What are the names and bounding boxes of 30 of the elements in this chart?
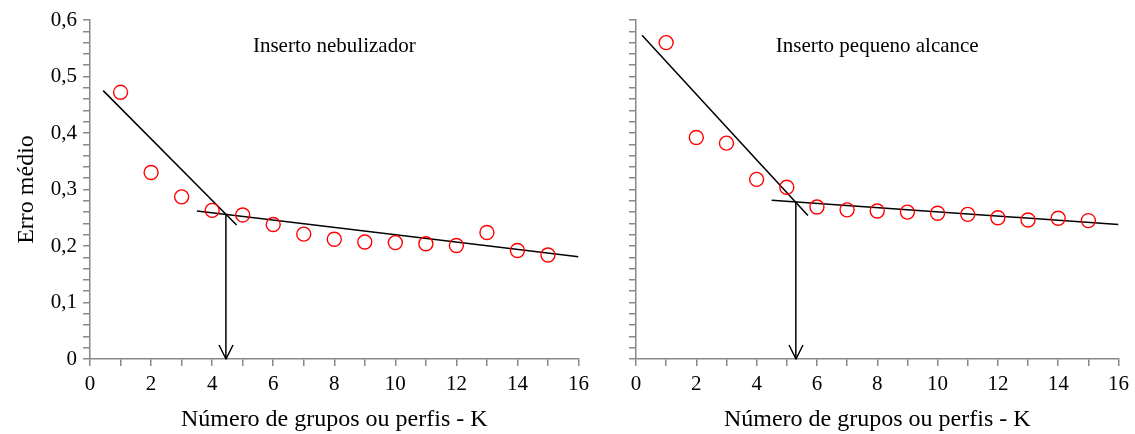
x-tick-label: 16 [1108, 371, 1129, 396]
text: Inserto nebulizador [252, 32, 416, 57]
y-tick-label: 0,2 [50, 232, 78, 257]
x-tick-label: 4 [751, 371, 763, 396]
y-tick-label: 0,4 [50, 119, 78, 144]
x-tick-label: 16 [568, 371, 589, 396]
x-tick-label: 8 [872, 371, 883, 396]
y-tick-label: 0,5 [50, 63, 78, 88]
y-tick-label: 0,3 [50, 176, 78, 201]
text: Inserto pequeno alcance [775, 32, 979, 57]
x-tick-label: 2 [691, 371, 702, 396]
x-axis-title: Número de grupos ou perfis - K [723, 404, 1032, 431]
y-tick-label: 0,6 [50, 6, 78, 31]
x-tick-label: 14 [1047, 371, 1070, 396]
x-tick-label: 12 [987, 371, 1009, 396]
x-tick-label: 10 [384, 371, 406, 396]
y-axis-title: Erro médio [11, 135, 38, 244]
x-tick-label: 0 [84, 371, 96, 396]
x-tick-label: 6 [811, 371, 823, 396]
x-tick-label: 2 [145, 371, 157, 396]
x-tick-label: 14 [506, 371, 529, 396]
x-tick-label: 12 [445, 371, 467, 396]
x-tick-label: 8 [329, 371, 340, 396]
x-axis-title: Número de grupos ou perfis - K [180, 404, 489, 431]
y-tick-label: 0,1 [50, 289, 78, 314]
x-tick-label: 0 [630, 371, 642, 396]
y-tick-label: 0 [66, 345, 78, 370]
x-tick-label: 10 [927, 371, 949, 396]
x-tick-label: 6 [267, 371, 279, 396]
x-tick-label: 4 [206, 371, 218, 396]
